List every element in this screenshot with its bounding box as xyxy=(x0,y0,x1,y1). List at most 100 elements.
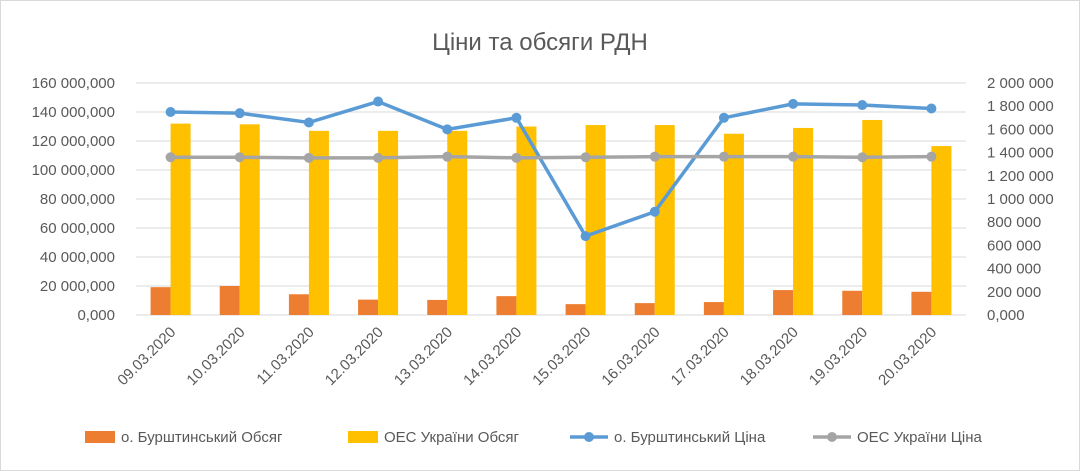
chart-title: Ціни та обсяги РДН xyxy=(432,29,648,56)
line-marker xyxy=(788,151,799,162)
right-tick-label: 1 000 000 xyxy=(987,191,1054,208)
line-marker xyxy=(234,152,245,163)
line-marker xyxy=(165,152,176,163)
x-tick-label: 15.03.2020 xyxy=(529,324,594,389)
gridlines xyxy=(136,82,966,316)
bar xyxy=(496,296,517,315)
line-marker xyxy=(234,108,245,119)
right-tick-label: 1 400 000 xyxy=(987,145,1054,162)
x-tick-label: 13.03.2020 xyxy=(391,324,456,389)
line-marker xyxy=(442,124,453,135)
legend: о. Бурштинський Обсяг ОЕС України Обсяг о.… xyxy=(85,429,982,446)
bar xyxy=(170,123,191,315)
legend-swatch-marker xyxy=(827,432,837,442)
bar xyxy=(773,290,794,315)
legend-swatch-marker xyxy=(584,432,594,442)
right-tick-label: 2 000 000 xyxy=(987,75,1054,92)
right-tick-label: 600 000 xyxy=(987,237,1041,254)
bar xyxy=(219,286,240,315)
legend-swatch xyxy=(85,431,115,443)
x-tick-label: 11.03.2020 xyxy=(253,324,317,388)
left-tick-label: 120 000,000 xyxy=(32,133,115,150)
x-axis-ticks: 09.03.2020 10.03.2020 11.03.2020 12.03.2020… xyxy=(114,324,940,389)
x-tick-label: 18.03.2020 xyxy=(737,324,802,389)
legend-label: о. Бурштинський Обсяг xyxy=(121,429,283,446)
left-tick-label: 160 000,000 xyxy=(32,75,115,92)
series-line xyxy=(170,99,932,238)
line-marker xyxy=(580,231,591,242)
bar xyxy=(931,146,952,315)
line-marker xyxy=(649,206,660,217)
bar xyxy=(842,290,863,315)
left-tick-label: 60 000,000 xyxy=(40,220,115,237)
bars xyxy=(150,119,952,315)
line-marker xyxy=(511,152,522,163)
line-marker xyxy=(857,100,868,111)
left-tick-label: 40 000,000 xyxy=(40,249,115,266)
series-line xyxy=(170,154,932,160)
bar xyxy=(239,124,260,315)
x-tick-label: 17.03.2020 xyxy=(668,324,733,389)
bar xyxy=(565,304,586,315)
x-tick-label: 14.03.2020 xyxy=(460,324,525,389)
line-marker xyxy=(580,152,591,163)
bar xyxy=(150,287,171,315)
line-marker xyxy=(718,151,729,162)
line-marker xyxy=(718,112,729,123)
x-tick-label: 09.03.2020 xyxy=(114,324,179,389)
right-tick-label: 400 000 xyxy=(987,261,1041,278)
right-tick-label: 0,000 xyxy=(987,307,1025,324)
bar xyxy=(654,125,675,315)
right-tick-label: 200 000 xyxy=(987,284,1041,301)
line-marker xyxy=(373,152,384,163)
bar xyxy=(703,302,724,315)
line-marker xyxy=(926,151,937,162)
bar xyxy=(447,130,468,315)
left-tick-label: 20 000,000 xyxy=(40,278,115,295)
left-tick-label: 140 000,000 xyxy=(32,104,115,121)
x-tick-label: 19.03.2020 xyxy=(806,324,871,389)
x-tick-label: 10.03.2020 xyxy=(183,324,248,389)
line-marker xyxy=(511,112,522,123)
x-tick-label: 12.03.2020 xyxy=(322,324,387,389)
bar xyxy=(308,130,329,315)
bar xyxy=(378,130,399,315)
bar xyxy=(911,291,932,315)
bar xyxy=(634,303,655,315)
right-tick-label: 800 000 xyxy=(987,214,1041,231)
legend-label: о. Бурштинський Ціна xyxy=(614,429,766,446)
bar xyxy=(862,119,883,315)
right-tick-label: 1 800 000 xyxy=(987,98,1054,115)
line-marker xyxy=(788,98,799,109)
legend-label: ОЕС України Ціна xyxy=(857,429,982,446)
line-marker xyxy=(165,107,176,117)
x-tick-label: 20.03.2020 xyxy=(875,324,940,389)
left-tick-label: 100 000,000 xyxy=(32,162,115,179)
line-marker xyxy=(857,152,868,163)
line-marker xyxy=(442,151,453,162)
bar xyxy=(723,133,744,315)
bar xyxy=(358,299,379,315)
line-marker xyxy=(303,152,314,163)
bar xyxy=(516,126,537,315)
right-tick-label: 1 600 000 xyxy=(987,121,1054,138)
left-axis-ticks: 0,000 20 000,000 40 000,000 60 000,000 80 00… xyxy=(32,75,115,324)
line-marker xyxy=(303,117,314,128)
right-axis-ticks: 0,000 200 000 400 000 600 000 800 000 1 000 0… xyxy=(987,75,1054,324)
legend-swatch xyxy=(348,431,378,443)
bar xyxy=(585,125,606,315)
bar xyxy=(793,127,814,315)
bar xyxy=(427,299,448,315)
line-marker xyxy=(373,96,384,107)
left-tick-label: 80 000,000 xyxy=(40,191,115,208)
x-tick-label: 16.03.2020 xyxy=(598,324,663,389)
left-tick-label: 0,000 xyxy=(77,307,115,324)
line-marker xyxy=(649,151,660,162)
lines xyxy=(165,96,937,242)
line-marker xyxy=(926,103,937,114)
right-tick-label: 1 200 000 xyxy=(987,168,1054,185)
legend-label: ОЕС України Обсяг xyxy=(384,429,519,446)
bar xyxy=(288,294,309,315)
